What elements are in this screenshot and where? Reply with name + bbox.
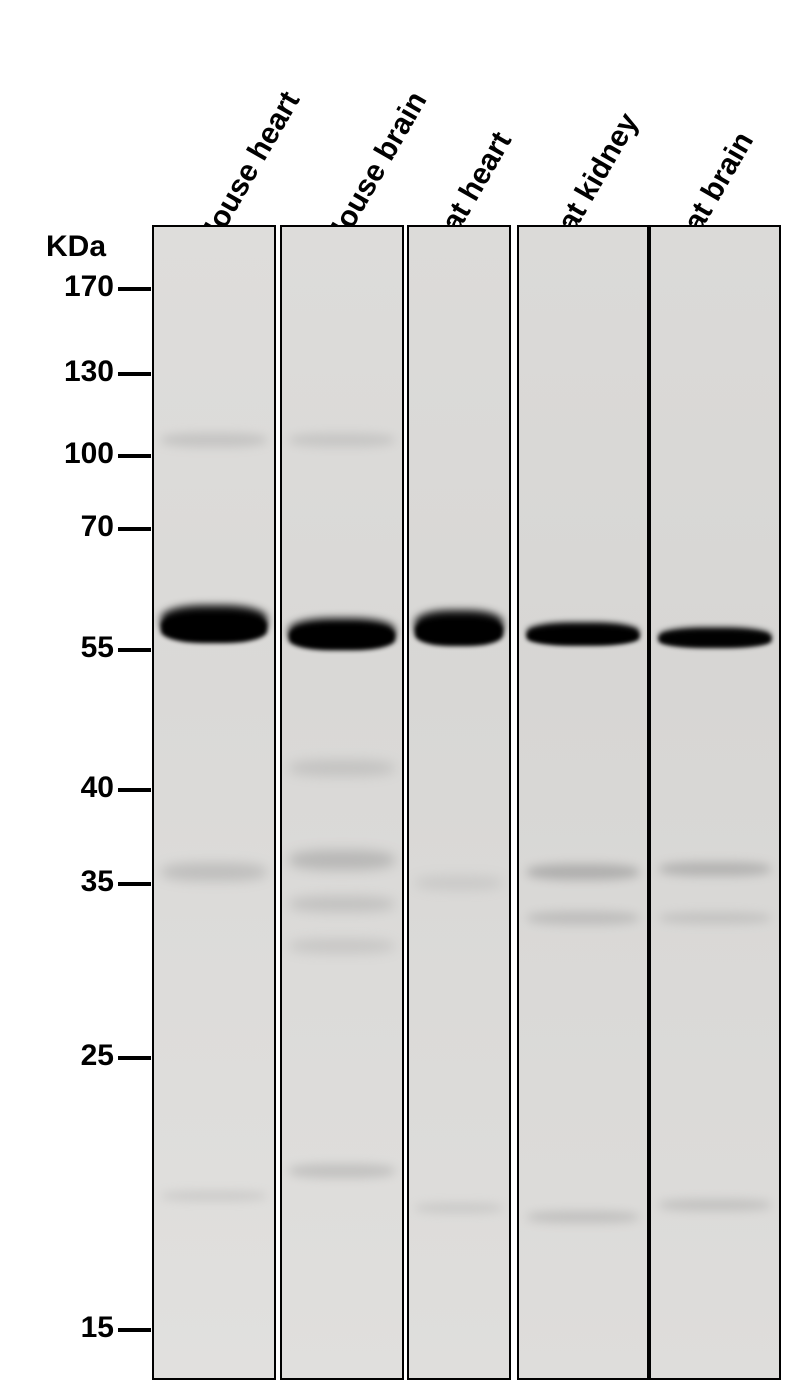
blot-band (289, 760, 395, 776)
blot-band (527, 627, 640, 645)
marker-label: 170 (58, 270, 114, 304)
blot-band (161, 433, 267, 447)
marker-label: 130 (58, 355, 114, 389)
blot-band (289, 433, 395, 447)
marker-label: 55 (74, 631, 114, 665)
blot-band (659, 862, 772, 876)
marker-tick (118, 372, 151, 376)
marker-tick (118, 287, 151, 291)
blot-band (289, 939, 395, 953)
blot-band (161, 863, 267, 881)
blot-band (415, 876, 503, 890)
marker-tick (118, 454, 151, 458)
marker-tick (118, 788, 151, 792)
blot-lane (517, 225, 649, 1380)
lane-background (519, 227, 647, 1378)
marker-label: 35 (74, 865, 114, 899)
lane-background (282, 227, 402, 1378)
blot-band (415, 618, 503, 646)
blot-band (161, 613, 267, 643)
marker-tick (118, 882, 151, 886)
lane-background (154, 227, 274, 1378)
marker-tick (118, 1328, 151, 1332)
marker-label: 25 (74, 1039, 114, 1073)
blot-band (289, 1164, 395, 1178)
lanes-area (152, 225, 792, 1380)
marker-tick (118, 527, 151, 531)
blot-band (527, 911, 640, 925)
blot-band (659, 912, 772, 924)
blot-lane (407, 225, 511, 1380)
marker-tick (118, 1056, 151, 1060)
blot-figure: Mouse heart Mouse brain Rat heart Rat ki… (0, 0, 810, 1396)
marker-tick (118, 648, 151, 652)
blot-band (659, 1199, 772, 1211)
blot-band (289, 850, 395, 870)
blot-band (415, 1203, 503, 1213)
blot-lane (280, 225, 404, 1380)
blot-lane (152, 225, 276, 1380)
blot-band (161, 1191, 267, 1201)
blot-band (659, 631, 772, 647)
blot-band (289, 624, 395, 650)
blot-band (527, 1211, 640, 1223)
blot-band (527, 864, 640, 880)
marker-label: 40 (74, 771, 114, 805)
marker-label: 100 (58, 437, 114, 471)
blot-lane (649, 225, 781, 1380)
marker-label: 15 (74, 1311, 114, 1345)
blot-band (289, 896, 395, 912)
marker-label: 70 (74, 510, 114, 544)
kda-axis-label: KDa (46, 230, 106, 264)
